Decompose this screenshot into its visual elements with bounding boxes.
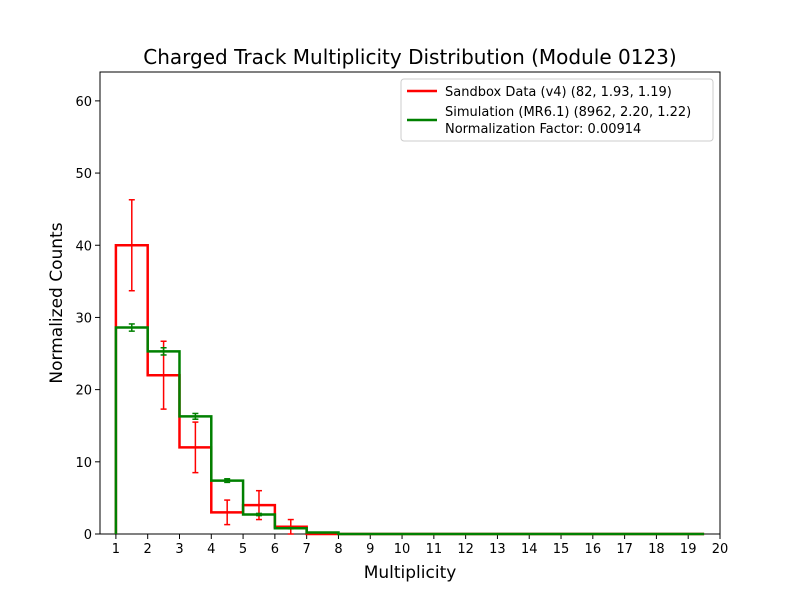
y-tick-label: 0 bbox=[84, 528, 92, 543]
x-tick-label: 4 bbox=[207, 542, 215, 557]
x-tick-label: 3 bbox=[175, 542, 183, 557]
y-tick-label: 40 bbox=[75, 239, 92, 254]
x-tick-label: 14 bbox=[521, 542, 538, 557]
x-tick-label: 16 bbox=[585, 542, 602, 557]
chart-title: Charged Track Multiplicity Distribution … bbox=[143, 45, 676, 69]
y-tick-label: 30 bbox=[75, 311, 92, 326]
x-tick-label: 1 bbox=[112, 542, 120, 557]
x-axis-label: Multiplicity bbox=[364, 563, 457, 583]
x-tick-label: 11 bbox=[426, 542, 443, 557]
x-tick-label: 7 bbox=[303, 542, 311, 557]
x-tick-label: 18 bbox=[648, 542, 665, 557]
legend: Sandbox Data (v4) (82, 1.93, 1.19) Simul… bbox=[400, 78, 714, 142]
y-tick-label: 50 bbox=[75, 167, 92, 182]
y-axis-label: Normalized Counts bbox=[47, 222, 67, 383]
x-tick-label: 20 bbox=[712, 542, 729, 557]
legend-label-simulation: Simulation (MR6.1) (8962, 2.20, 1.22) bbox=[445, 105, 691, 120]
legend-normalization-factor: Normalization Factor: 0.00914 bbox=[445, 122, 641, 137]
x-tick-label: 10 bbox=[394, 542, 411, 557]
x-tick-label: 6 bbox=[271, 542, 279, 557]
x-tick-label: 5 bbox=[239, 542, 247, 557]
y-tick-label: 10 bbox=[75, 456, 92, 471]
y-tick-label: 60 bbox=[75, 95, 92, 110]
x-tick-label: 9 bbox=[366, 542, 374, 557]
legend-box bbox=[400, 78, 714, 142]
legend-label-sandbox-data: Sandbox Data (v4) (82, 1.93, 1.19) bbox=[445, 85, 672, 100]
y-tick-label: 20 bbox=[75, 384, 92, 399]
x-tick-label: 12 bbox=[457, 542, 474, 557]
x-tick-label: 19 bbox=[680, 542, 697, 557]
x-tick-label: 17 bbox=[616, 542, 633, 557]
x-tick-label: 13 bbox=[489, 542, 506, 557]
x-tick-label: 2 bbox=[144, 542, 152, 557]
x-tick-label: 15 bbox=[553, 542, 570, 557]
x-tick-label: 8 bbox=[334, 542, 342, 557]
plot-area: 1 2 3 4 5 6 7 8 9 10 11 12 13 14 15 16 17 18 19 20010203040… bbox=[75, 71, 729, 557]
